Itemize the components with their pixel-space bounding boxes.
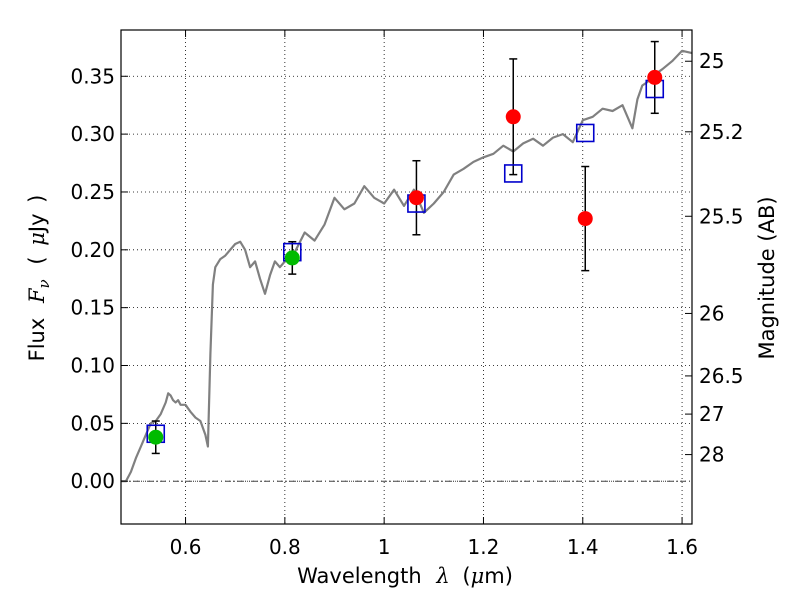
- x-axis-label-rest: m): [484, 564, 513, 588]
- y-tick-label-1: 0.05: [70, 411, 115, 435]
- mag-tick-label-3: 26: [699, 301, 724, 325]
- x-axis-label-prefix: Wavelength: [297, 564, 422, 588]
- y-tick-label-3: 0.15: [70, 296, 115, 320]
- mag-tick-label-0: 25: [699, 49, 724, 73]
- model-band-square-3: [503, 164, 523, 183]
- model-spectrum-line: [121, 49, 693, 483]
- y-tick-label-6: 0.30: [70, 122, 115, 146]
- x-tick-label-1: 0.8: [269, 535, 301, 559]
- x-axis-label-open: (: [462, 564, 470, 588]
- y-axis-label-prefix: Flux: [25, 318, 49, 362]
- axes-layer: [120, 29, 693, 525]
- x-axis-label-mu: μ: [471, 564, 485, 588]
- mag-tick-label-2: 25.5: [699, 204, 744, 228]
- magnitude-axis-label: Magnitude (AB): [755, 196, 779, 359]
- x-axis-label: Wavelength λ (μm): [297, 564, 513, 588]
- y-axis-label-mu: μ: [25, 232, 49, 246]
- green-point-0: [148, 429, 164, 445]
- x-tick-label-2: 1: [378, 535, 391, 559]
- mag-tick-label-4: 26.5: [699, 364, 744, 388]
- series-layer: [121, 40, 693, 483]
- red-point-3: [647, 69, 663, 85]
- y-tick-label-2: 0.10: [70, 354, 115, 378]
- mag-tick-label-5: 27: [699, 402, 724, 426]
- y-tick-label-5: 0.25: [70, 180, 115, 204]
- mag-tick-label-6: 28: [699, 443, 724, 467]
- x-tick-labels: 0.6 0.8 1 1.2 1.4 1.6: [170, 535, 698, 559]
- magnitude-tick-labels: 25 25.2 25.5 26 26.5 27 28: [699, 49, 744, 466]
- red-point-2: [577, 211, 593, 227]
- y-axis-label-rest: Jy: [25, 213, 49, 234]
- y-axis-label: Flux Fν ( μJy ): [25, 195, 54, 362]
- red-point-0: [408, 190, 424, 206]
- y-axis-label-symbol: F: [25, 287, 49, 304]
- x-tick-label-0: 0.6: [170, 535, 202, 559]
- mag-tick-label-1: 25.2: [699, 120, 744, 144]
- y-axis-label-close: ): [25, 195, 49, 203]
- y-tick-label-4: 0.20: [70, 238, 115, 262]
- x-axis-label-symbol: λ: [435, 564, 449, 588]
- green-point-1: [284, 250, 300, 266]
- plot-frame: [120, 29, 693, 525]
- y-tick-label-0: 0.00: [70, 469, 115, 493]
- x-tick-label-5: 1.6: [666, 535, 698, 559]
- x-tick-label-4: 1.4: [567, 535, 599, 559]
- y-axis-label-open: (: [25, 256, 49, 264]
- red-point-1: [505, 109, 521, 125]
- x-tick-label-3: 1.2: [468, 535, 500, 559]
- y-tick-label-7: 0.35: [70, 64, 115, 88]
- model-band-square-4: [575, 123, 595, 143]
- y-tick-labels: 0.00 0.05 0.10 0.15 0.20 0.25 0.30 0.35: [70, 64, 115, 493]
- y-axis-label-subscript: ν: [35, 279, 53, 288]
